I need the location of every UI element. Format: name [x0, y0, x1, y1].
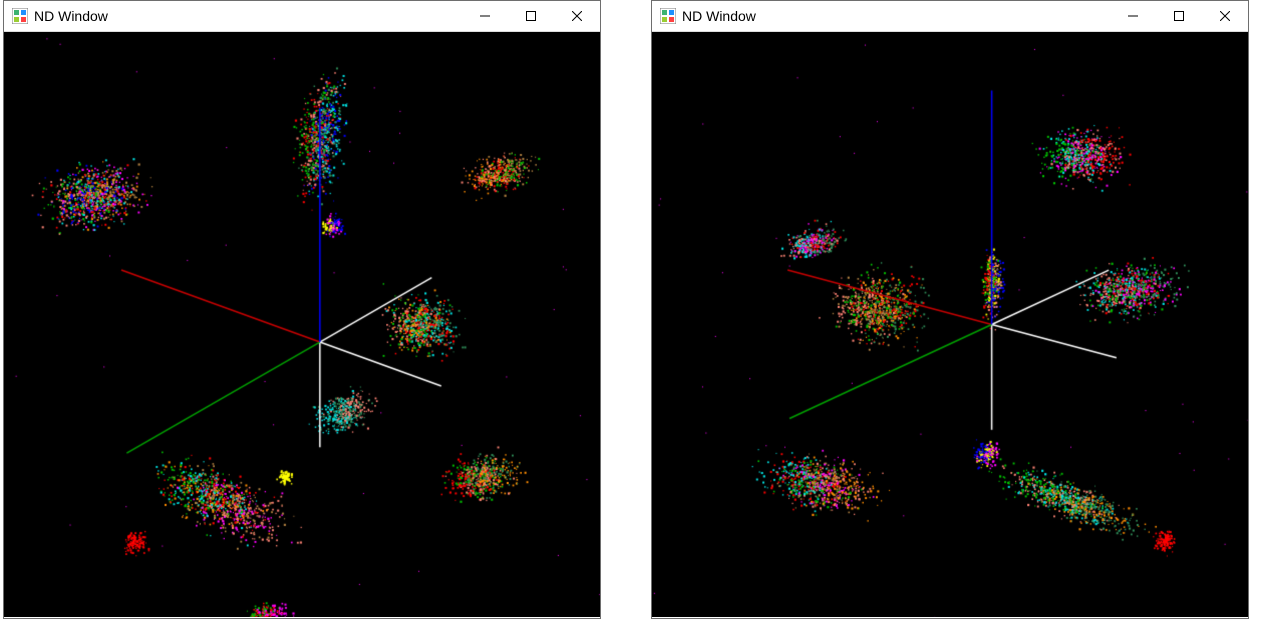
- close-button[interactable]: [554, 1, 600, 31]
- app-window: ND Window: [3, 0, 601, 619]
- close-button[interactable]: [1202, 1, 1248, 31]
- app-window: ND Window: [651, 0, 1249, 619]
- app-icon: [12, 8, 28, 24]
- title-bar[interactable]: ND Window: [652, 1, 1248, 32]
- window-title: ND Window: [34, 8, 116, 24]
- minimize-button[interactable]: [1110, 1, 1156, 31]
- title-bar[interactable]: ND Window: [4, 1, 600, 32]
- maximize-button[interactable]: [1156, 1, 1202, 31]
- minimize-button[interactable]: [462, 1, 508, 31]
- 3d-scatter-viewport[interactable]: [4, 32, 600, 617]
- window-title: ND Window: [682, 8, 764, 24]
- app-icon: [660, 8, 676, 24]
- maximize-button[interactable]: [508, 1, 554, 31]
- 3d-scatter-viewport[interactable]: [652, 32, 1248, 617]
